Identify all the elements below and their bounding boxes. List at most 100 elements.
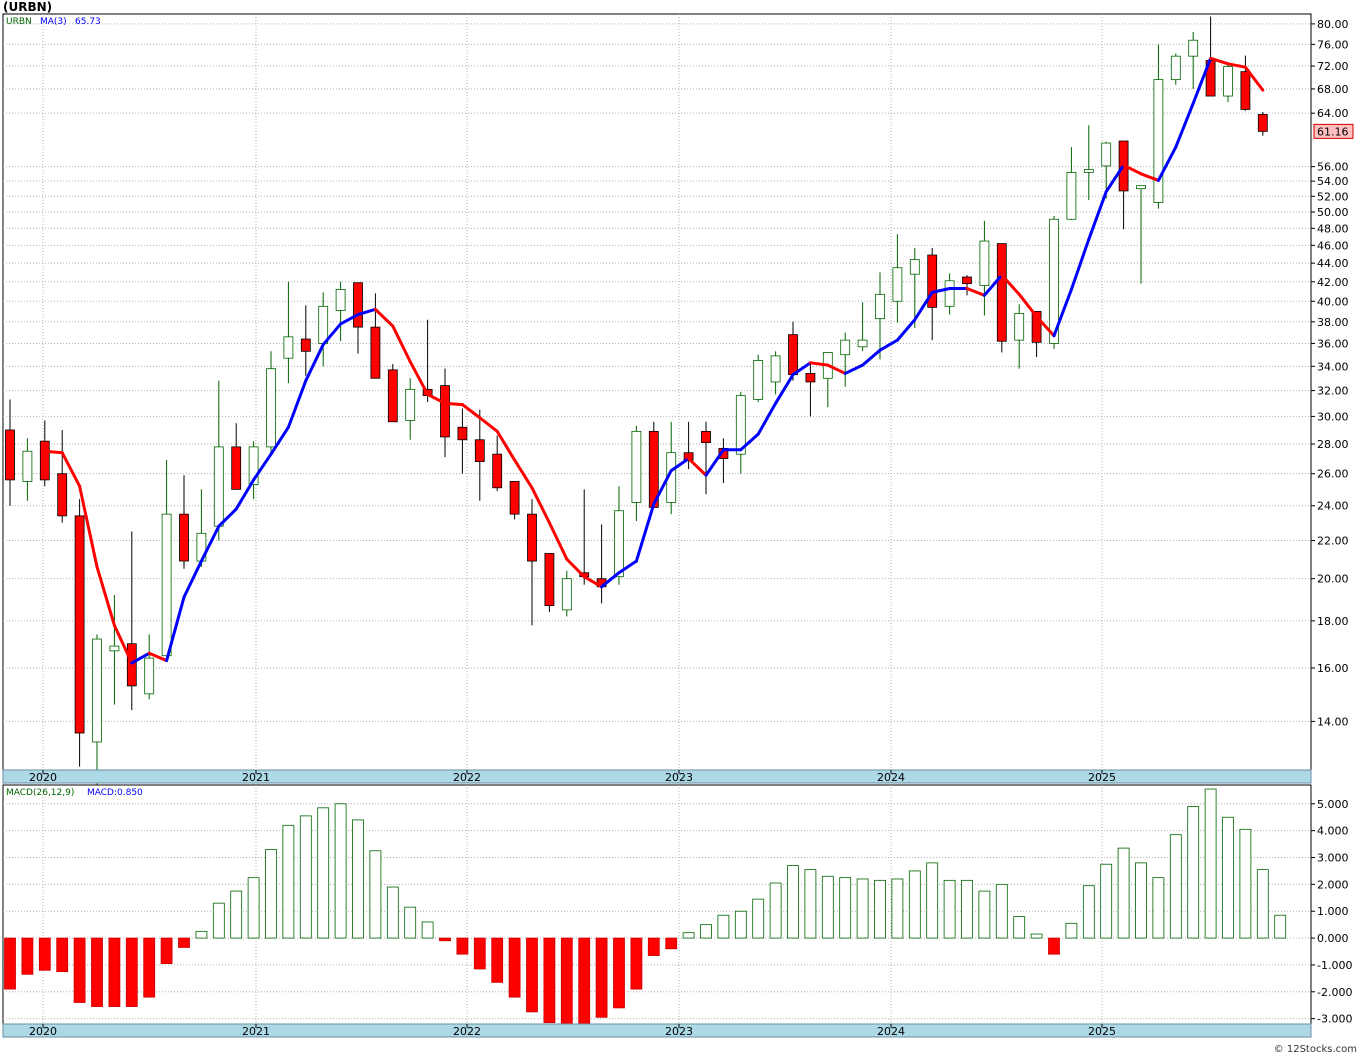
macd-y-axis: -3.000 -2.000 -1.000 0.000 1.000 2.000 3.000 4.… <box>1311 798 1352 1026</box>
ma-segment <box>913 290 934 322</box>
ma-segment <box>182 559 203 599</box>
macd-bar-negative <box>647 937 660 956</box>
macd-bar-negative <box>630 937 643 990</box>
candle-body <box>909 259 920 275</box>
ma-segment <box>808 361 830 367</box>
candle-body <box>1083 169 1094 173</box>
candle-body <box>179 513 189 562</box>
candle-down <box>962 275 972 296</box>
macd-bar-positive <box>891 878 904 939</box>
candle-up <box>944 273 955 315</box>
ma-segment <box>339 313 360 326</box>
price-tick-label: 18.00 <box>1317 615 1349 628</box>
candle-body <box>92 638 102 743</box>
ma-segment <box>252 452 273 482</box>
macd-bar-positive <box>961 879 973 939</box>
ma-segment <box>95 565 116 627</box>
macd-bar-positive <box>874 879 886 939</box>
macd-bar-positive <box>734 910 747 939</box>
candle-body <box>1223 66 1233 97</box>
macd-panel: -3.000 -2.000 -1.000 0.000 1.000 2.000 3.000 4.… <box>2 784 1352 1026</box>
ma-segment <box>756 401 778 436</box>
price-tick-label: 14.00 <box>1317 715 1349 728</box>
ma-segment <box>530 486 551 525</box>
candle-body <box>1257 114 1268 132</box>
macd-histogram <box>4 788 1287 1026</box>
candle-body <box>631 430 642 503</box>
macd-bar-negative <box>108 937 121 1007</box>
ma-segment <box>582 575 604 589</box>
macd-bar-positive <box>265 849 277 939</box>
candle-up <box>22 438 33 501</box>
candle-up <box>840 332 851 387</box>
macd-bar-negative <box>4 937 16 990</box>
candle-up <box>631 425 642 522</box>
candle-body <box>57 473 68 517</box>
candle-body <box>1031 311 1042 343</box>
candle-down <box>39 420 50 487</box>
candle-body <box>561 578 572 611</box>
ma-segment <box>286 379 308 429</box>
price-tick-label: 32.00 <box>1317 385 1349 398</box>
candle-body <box>979 240 990 286</box>
ma-segment <box>495 429 517 462</box>
candle-up <box>335 281 346 342</box>
candle-body <box>1170 55 1181 81</box>
price-tick-label: 16.00 <box>1317 662 1349 675</box>
candle-down <box>648 421 659 508</box>
legend-ma-label: MA(3) <box>40 17 67 27</box>
ma-segment <box>1104 163 1126 194</box>
macd-tick-label: 2.000 <box>1317 878 1349 891</box>
macd-bar-negative <box>439 937 451 942</box>
last-price-box <box>1313 123 1354 139</box>
candle-body <box>614 510 624 578</box>
chart-title: (URBN) <box>3 0 52 14</box>
candle-body <box>1153 79 1164 203</box>
ma-segment <box>1243 65 1265 92</box>
last-price-label: 61.16 <box>1317 125 1349 138</box>
macd-bar-positive <box>1222 816 1234 939</box>
candle-body <box>231 446 242 490</box>
ma-segment <box>165 595 186 663</box>
macd-bar-positive <box>334 803 347 939</box>
macd-bar-positive <box>926 862 939 939</box>
price-tick-label: 40.00 <box>1317 295 1349 308</box>
ma-segment <box>652 469 673 506</box>
ma-segment <box>547 521 569 561</box>
macd-bar-positive <box>978 890 991 939</box>
ma-segment <box>1122 163 1143 176</box>
ma-segment <box>43 449 64 455</box>
ma-segment <box>234 478 256 511</box>
ma-segment <box>704 448 725 477</box>
ma-segment <box>373 307 395 328</box>
ma-segment <box>1209 56 1230 66</box>
year-label: 2021 <box>242 1025 270 1038</box>
price-tick-label: 34.00 <box>1317 360 1349 373</box>
macd-bar-positive <box>1152 877 1165 939</box>
macd-bar-positive <box>856 878 869 939</box>
macd-bar-negative <box>56 937 69 973</box>
price-tick-label: 56.00 <box>1317 161 1349 174</box>
candle-body <box>701 430 711 444</box>
candle-body <box>248 446 259 486</box>
candle-up <box>979 220 990 316</box>
candle-body <box>213 446 224 527</box>
macd-bar-negative <box>21 937 34 975</box>
macd-value-label: MACD:0.850 <box>87 788 143 798</box>
candle-up <box>770 351 781 395</box>
price-tick-label: 28.00 <box>1317 438 1349 451</box>
candle-body <box>335 289 346 311</box>
price-tick-label: 46.00 <box>1317 239 1349 252</box>
candle-up <box>753 354 764 403</box>
macd-bar-negative <box>526 937 538 1013</box>
candle-body <box>1101 142 1112 167</box>
macd-tick-label: 5.000 <box>1317 798 1349 811</box>
macd-bar-positive <box>1030 933 1043 939</box>
ma-segment <box>687 457 708 477</box>
macd-bar-negative <box>160 937 173 964</box>
candle-up <box>1188 31 1199 89</box>
macd-tick-label: -3.000 <box>1317 1013 1352 1026</box>
macd-plot-area <box>2 784 1312 1025</box>
candle-body <box>1014 313 1025 341</box>
candle-down <box>179 475 189 569</box>
